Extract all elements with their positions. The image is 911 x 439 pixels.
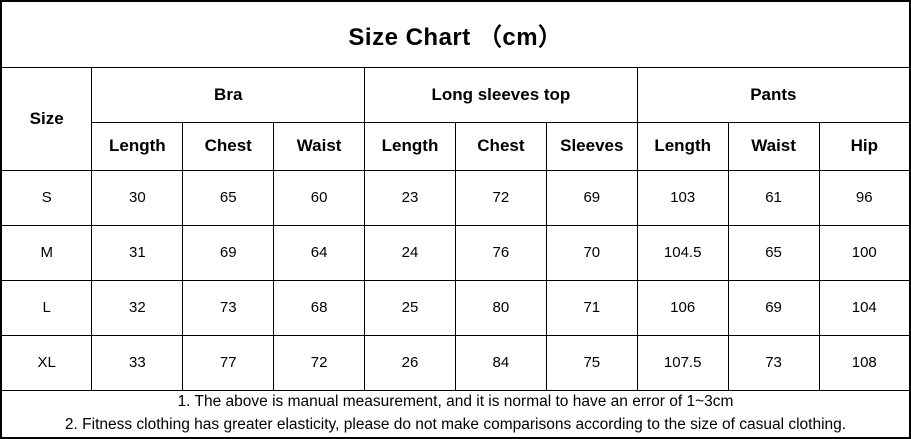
table-cell: 65 [182, 169, 275, 226]
column-header-size: Size [0, 66, 93, 171]
table-cell: 96 [818, 169, 911, 226]
table-cell: 31 [91, 224, 184, 281]
column-header-top-chest: Chest [454, 121, 547, 171]
table-cell: 72 [454, 169, 547, 226]
column-header-bra-waist: Waist [273, 121, 366, 171]
size-label: L [0, 279, 93, 336]
title-row: Size Chart （cm） [0, 0, 911, 68]
column-header-bra-chest: Chest [182, 121, 275, 171]
table-cell: 72 [273, 334, 366, 391]
table-cell: 103 [636, 169, 729, 226]
table-cell: 23 [364, 169, 456, 226]
table-row-xl: XL 33 77 72 26 84 75 107.5 73 108 [0, 334, 911, 391]
group-header-long-sleeves-top: Long sleeves top [364, 66, 638, 123]
table-cell: 70 [545, 224, 638, 281]
table-cell: 60 [273, 169, 366, 226]
table-cell: 73 [727, 334, 820, 391]
column-header-top-length: Length [364, 121, 456, 171]
table-cell: 104 [818, 279, 911, 336]
table-cell: 25 [364, 279, 456, 336]
group-header-pants: Pants [636, 66, 911, 123]
table-cell: 65 [727, 224, 820, 281]
size-label: M [0, 224, 93, 281]
size-label: S [0, 169, 93, 226]
column-header-bra-length: Length [91, 121, 184, 171]
table-cell: 100 [818, 224, 911, 281]
table-cell: 80 [454, 279, 547, 336]
table-cell: 106 [636, 279, 729, 336]
table-cell: 108 [818, 334, 911, 391]
table-cell: 68 [273, 279, 366, 336]
table-cell: 24 [364, 224, 456, 281]
sub-header-row: Length Chest Waist Length Chest Sleeves … [1, 121, 911, 171]
table-cell: 73 [182, 279, 275, 336]
table-cell: 69 [545, 169, 638, 226]
note-measurement-error: 1. The above is manual measurement, and … [177, 393, 734, 411]
table-cell: 71 [545, 279, 638, 336]
table-cell: 104.5 [636, 224, 729, 281]
column-header-top-sleeves: Sleeves [545, 121, 638, 171]
column-header-pants-length: Length [636, 121, 729, 171]
table-cell: 64 [273, 224, 366, 281]
notes-cell: 1. The above is manual measurement, and … [0, 389, 911, 439]
group-header-bra: Bra [91, 66, 366, 123]
chart-title: Size Chart （cm） [0, 0, 911, 68]
table-cell: 107.5 [636, 334, 729, 391]
table-cell: 33 [91, 334, 184, 391]
table-cell: 75 [545, 334, 638, 391]
table-cell: 77 [182, 334, 275, 391]
size-label: XL [0, 334, 93, 391]
note-elasticity: 2. Fitness clothing has greater elastici… [64, 415, 847, 433]
column-header-pants-waist: Waist [727, 121, 820, 171]
table-cell: 84 [454, 334, 547, 391]
table-cell: 69 [182, 224, 275, 281]
notes-row: 1. The above is manual measurement, and … [0, 389, 911, 439]
group-header-row: Size Bra Long sleeves top Pants [0, 66, 911, 171]
table-cell: 30 [91, 169, 184, 226]
table-row-l: L 32 73 68 25 80 71 106 69 104 [0, 279, 911, 336]
table-cell: 76 [454, 224, 547, 281]
table-cell: 32 [91, 279, 184, 336]
table-row-s: S 30 65 60 23 72 69 103 61 96 [0, 169, 911, 226]
table-cell: 26 [364, 334, 456, 391]
table-cell: 61 [727, 169, 820, 226]
column-header-pants-hip: Hip [818, 121, 911, 171]
table-cell: 69 [727, 279, 820, 336]
table-row-m: M 31 69 64 24 76 70 104.5 65 100 [0, 224, 911, 281]
